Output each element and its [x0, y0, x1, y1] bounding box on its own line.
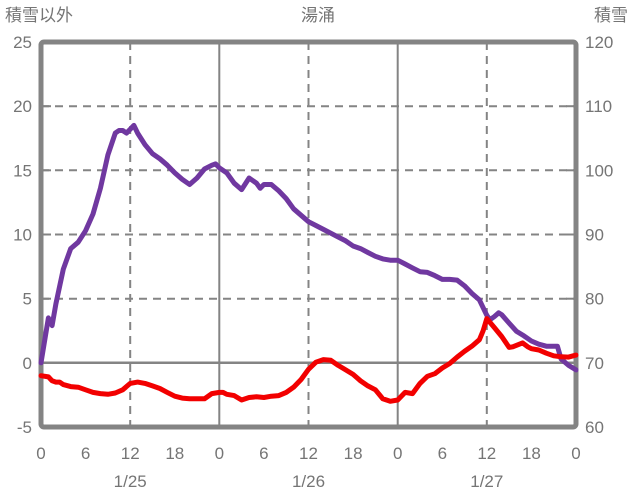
- x-axis-hour-label: 6: [259, 444, 268, 463]
- left-axis-tick-label: 5: [23, 290, 32, 309]
- left-axis-tick-label: -5: [17, 418, 32, 437]
- right-axis-tick-label: 100: [585, 161, 613, 180]
- x-axis-hour-label: 18: [344, 444, 363, 463]
- right-axis-tick-label: 110: [585, 97, 612, 116]
- x-axis-date-label: 1/26: [292, 472, 325, 491]
- left-axis-tick-label: 20: [13, 97, 32, 116]
- x-axis-hour-label: 0: [571, 444, 580, 463]
- right-axis-tick-label: 90: [585, 226, 604, 245]
- x-axis-hour-label: 18: [165, 444, 184, 463]
- left-axis-tick-label: 10: [13, 226, 32, 245]
- x-axis-hour-label: 18: [522, 444, 541, 463]
- x-axis-date-label: 1/25: [114, 472, 147, 491]
- x-axis-hour-label: 0: [393, 444, 402, 463]
- x-axis-hour-label: 0: [36, 444, 45, 463]
- x-axis-hour-label: 12: [477, 444, 496, 463]
- x-axis-hour-label: 0: [215, 444, 224, 463]
- x-axis-hour-label: 6: [438, 444, 447, 463]
- right-axis-tick-label: 120: [585, 33, 613, 52]
- right-axis-tick-label: 70: [585, 354, 604, 373]
- x-axis-hour-label: 12: [121, 444, 140, 463]
- left-axis-tick-label: 15: [13, 161, 32, 180]
- right-axis-tick-label: 60: [585, 418, 604, 437]
- x-axis-hour-label: 12: [299, 444, 318, 463]
- right-axis-tick-label: 80: [585, 290, 604, 309]
- chart-title: 湯涌: [301, 6, 335, 25]
- x-axis-date-label: 1/27: [470, 472, 503, 491]
- left-axis-title: 積雪以外: [5, 6, 73, 25]
- left-axis-series-line: [38, 316, 579, 404]
- right-axis-title: 積雪: [594, 6, 628, 25]
- left-axis-tick-label: 25: [13, 33, 32, 52]
- left-axis-tick-label: 0: [23, 354, 32, 373]
- right-axis-series-line: [38, 122, 579, 373]
- plot-border: [38, 39, 579, 430]
- x-axis-hour-label: 6: [81, 444, 90, 463]
